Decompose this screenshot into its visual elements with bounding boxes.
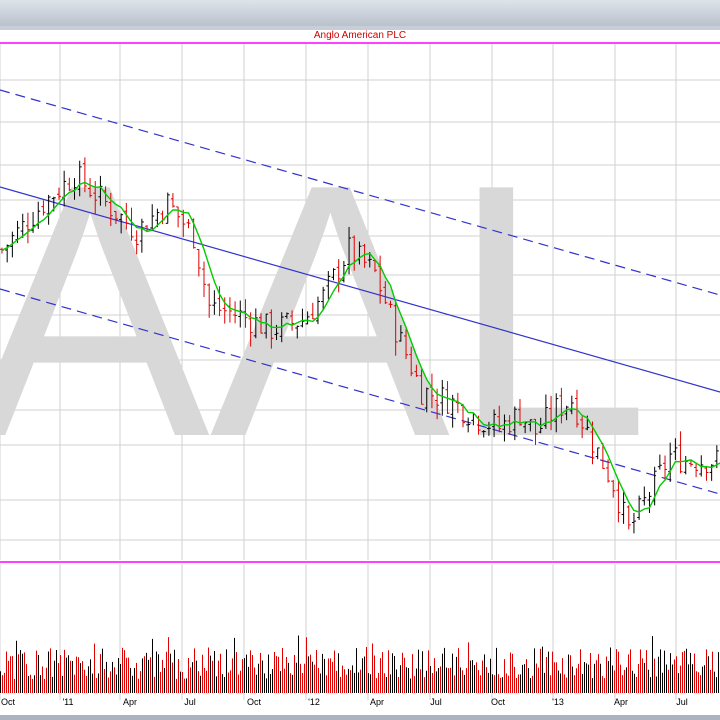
moving-average-line	[1, 181, 720, 513]
x-tick-label: Jul	[184, 697, 196, 707]
x-tick-label: '13	[552, 697, 564, 707]
x-tick-label: Jul	[676, 697, 688, 707]
x-tick-label: Apr	[370, 697, 384, 707]
window-titlebar	[0, 0, 720, 26]
x-tick-label: Jul	[430, 697, 442, 707]
x-tick-label: Apr	[614, 697, 628, 707]
trend-line-middle	[0, 186, 720, 393]
trend-line-lower	[0, 288, 720, 495]
volume-bars	[0, 635, 719, 693]
x-tick-label: Apr	[123, 697, 137, 707]
x-tick-label: Oct	[247, 697, 262, 707]
x-axis-ticks: Oct '11 Apr Jul Oct '12 Apr Jul Oct '13 Apr Jul	[1, 697, 688, 707]
watermark-text: AAL	[0, 110, 650, 512]
chart-title: Anglo American PLC	[314, 30, 406, 41]
trend-channel	[0, 89, 720, 495]
price-bars	[0, 157, 719, 534]
x-tick-label: Oct	[491, 697, 506, 707]
x-tick-label: '11	[62, 697, 73, 707]
x-tick-label: Oct	[1, 697, 16, 707]
trend-line-upper	[0, 89, 720, 296]
x-tick-label: '12	[308, 697, 320, 707]
